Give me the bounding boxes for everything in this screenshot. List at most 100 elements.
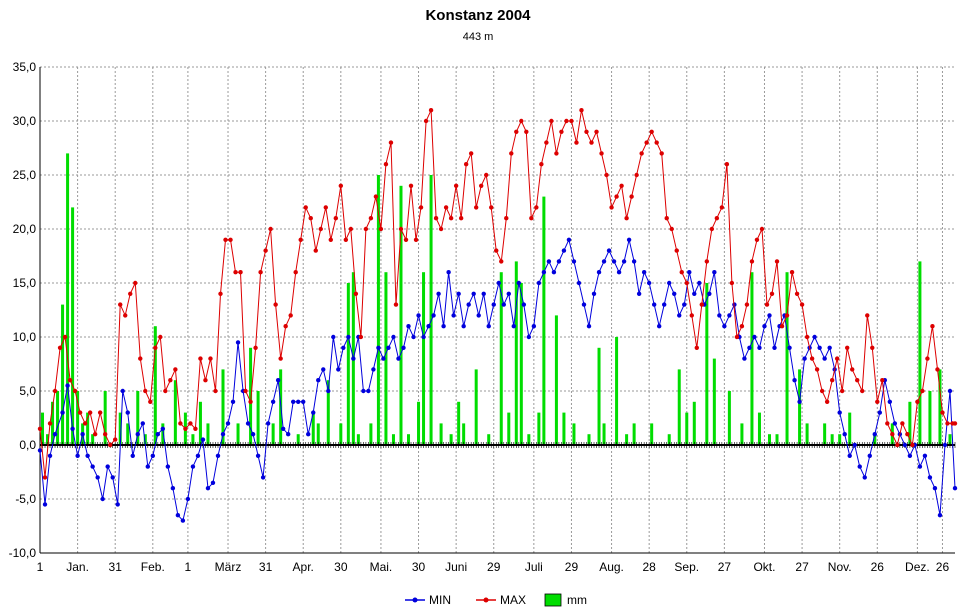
point-max	[920, 388, 925, 394]
point-min	[306, 432, 311, 437]
point-max	[118, 302, 123, 307]
point-max	[895, 442, 900, 448]
bar-mm	[740, 423, 744, 445]
point-min	[952, 486, 958, 491]
point-min	[416, 313, 421, 318]
point-max	[248, 399, 253, 404]
point-min	[792, 378, 797, 383]
point-max	[905, 432, 910, 437]
point-min	[867, 453, 872, 458]
point-min	[260, 475, 266, 480]
point-max	[484, 172, 489, 178]
bar-mm	[650, 423, 654, 445]
point-max	[479, 183, 484, 188]
bar-mm	[823, 423, 827, 445]
point-min	[436, 291, 441, 296]
point-min	[180, 518, 186, 523]
point-min	[37, 448, 43, 453]
point-min	[80, 432, 85, 437]
point-max	[940, 410, 945, 415]
point-max	[102, 432, 108, 437]
point-min	[290, 399, 296, 404]
point-max	[549, 118, 554, 124]
bar-mm	[615, 337, 619, 445]
point-max	[113, 437, 118, 442]
bar-mm	[429, 175, 433, 445]
point-max	[489, 205, 494, 210]
x-month-label: Nov.	[828, 560, 852, 574]
bar-mm	[457, 401, 461, 445]
point-min	[456, 291, 461, 296]
point-min	[636, 291, 642, 296]
point-max	[168, 378, 173, 383]
bar-mm	[873, 434, 877, 445]
point-min	[205, 486, 211, 491]
point-min	[486, 324, 491, 329]
point-max	[188, 421, 193, 426]
point-max	[684, 280, 689, 286]
point-min	[145, 464, 150, 469]
point-max	[463, 162, 469, 167]
point-min	[847, 453, 852, 458]
point-min	[822, 356, 827, 361]
point-min	[566, 237, 572, 242]
point-min	[155, 432, 161, 437]
legend-item-max: MAX	[476, 593, 526, 607]
point-max	[804, 334, 810, 340]
point-max	[52, 388, 58, 394]
point-max	[875, 399, 880, 404]
point-min	[225, 421, 231, 426]
point-min	[120, 388, 125, 394]
bar-mm	[118, 412, 122, 445]
point-min	[125, 410, 130, 415]
point-max	[649, 129, 654, 134]
point-max	[704, 259, 710, 264]
point-max	[403, 237, 409, 242]
point-min	[285, 432, 291, 437]
bar-mm	[256, 391, 260, 445]
x-tick-label: 31	[109, 560, 123, 574]
bar-mm	[449, 434, 453, 445]
point-max	[669, 226, 674, 232]
bar-mm	[750, 272, 754, 445]
point-min	[150, 453, 156, 458]
point-min	[210, 480, 216, 485]
point-max	[153, 345, 158, 350]
point-min	[220, 432, 226, 437]
point-min	[235, 340, 241, 345]
point-min	[917, 464, 923, 469]
point-max	[353, 291, 359, 296]
point-min	[401, 345, 406, 350]
point-min	[571, 259, 577, 264]
bar-mm	[206, 423, 210, 445]
bar-mm	[86, 412, 90, 445]
point-max	[293, 270, 298, 275]
point-min	[426, 324, 431, 329]
x-month-label: Sep.	[674, 560, 699, 574]
point-min	[767, 313, 772, 318]
bar-mm	[554, 315, 558, 445]
series-line	[39, 109, 955, 478]
point-max	[694, 345, 699, 350]
point-max	[829, 378, 835, 383]
point-min	[516, 280, 522, 286]
point-max	[67, 378, 73, 383]
point-min	[581, 302, 587, 307]
point-max	[935, 367, 940, 372]
point-max	[97, 410, 103, 415]
point-min	[160, 426, 166, 431]
point-max	[178, 421, 183, 426]
point-max	[880, 378, 885, 383]
point-max	[629, 194, 634, 199]
point-min	[586, 324, 592, 329]
point-max	[378, 226, 384, 232]
x-tick-label: 26	[936, 560, 950, 574]
bar-mm	[439, 423, 443, 445]
point-min	[707, 291, 712, 296]
point-max	[779, 324, 785, 329]
point-max	[749, 259, 755, 264]
point-max	[504, 216, 509, 221]
bar-mm	[407, 434, 411, 445]
point-min	[60, 410, 65, 415]
point-max	[819, 388, 825, 394]
